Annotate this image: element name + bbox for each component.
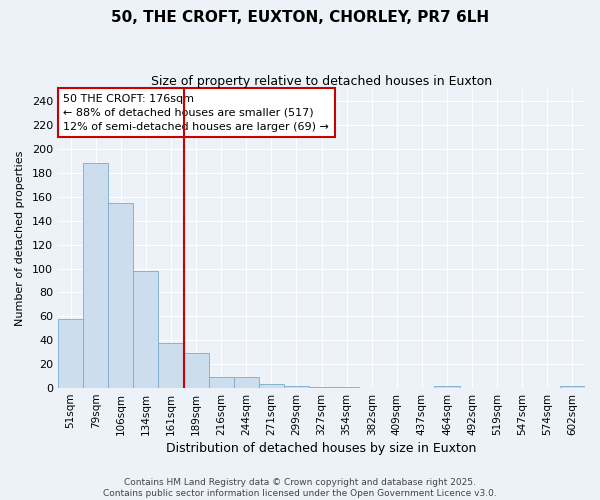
Bar: [108, 202, 133, 388]
Text: 50 THE CROFT: 176sqm
← 88% of detached houses are smaller (517)
12% of semi-deta: 50 THE CROFT: 176sqm ← 88% of detached h…: [64, 94, 329, 132]
Bar: [209, 378, 234, 388]
Bar: [234, 378, 259, 388]
Bar: [83, 164, 108, 388]
Bar: [158, 342, 184, 388]
Bar: [259, 384, 284, 388]
Text: 50, THE CROFT, EUXTON, CHORLEY, PR7 6LH: 50, THE CROFT, EUXTON, CHORLEY, PR7 6LH: [111, 10, 489, 25]
Bar: [434, 386, 460, 388]
Bar: [309, 387, 334, 388]
X-axis label: Distribution of detached houses by size in Euxton: Distribution of detached houses by size …: [166, 442, 477, 455]
Bar: [133, 271, 158, 388]
Text: Contains HM Land Registry data © Crown copyright and database right 2025.
Contai: Contains HM Land Registry data © Crown c…: [103, 478, 497, 498]
Bar: [560, 386, 585, 388]
Bar: [284, 386, 309, 388]
Bar: [58, 318, 83, 388]
Bar: [334, 387, 359, 388]
Bar: [184, 354, 209, 388]
Y-axis label: Number of detached properties: Number of detached properties: [15, 151, 25, 326]
Title: Size of property relative to detached houses in Euxton: Size of property relative to detached ho…: [151, 75, 492, 88]
